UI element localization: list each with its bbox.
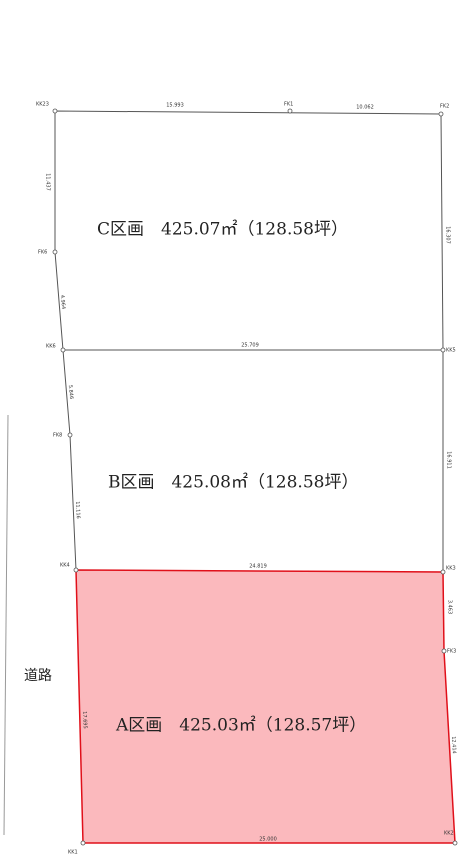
distance: 4.964 — [59, 295, 66, 310]
point-marker — [441, 648, 447, 654]
distance: 11.437 — [45, 173, 51, 191]
point-marker — [80, 840, 86, 846]
parcel-a-area — [75, 569, 456, 844]
distance: 17.695 — [81, 711, 88, 729]
distance: 25.709 — [241, 343, 259, 349]
point-label: FK8 — [53, 433, 62, 439]
parcel-label: A区画 425.03㎡（128.57坪） — [115, 716, 366, 736]
distance: 15.993 — [166, 103, 184, 109]
parcel-label: C区画 425.07㎡（128.58坪） — [97, 220, 348, 240]
point-marker — [438, 111, 444, 117]
point-label: KK2 — [444, 831, 454, 837]
distance: 16.911 — [446, 451, 452, 469]
point-label: KK4 — [60, 563, 70, 569]
point-label: FK1 — [284, 102, 293, 108]
point-marker — [287, 108, 293, 114]
parcel-label: B区画 425.08㎡（128.58坪） — [108, 473, 358, 493]
point-label: FK6 — [38, 250, 47, 256]
distance: 5.846 — [67, 385, 74, 400]
point-marker — [67, 432, 73, 438]
point-marker — [452, 840, 458, 846]
distance: 11.116 — [74, 501, 81, 519]
road-label: 道路 — [24, 668, 52, 684]
point-label: KK5 — [446, 348, 456, 354]
point-marker — [52, 249, 58, 255]
point-label: FK2 — [440, 104, 449, 110]
distance: 25.000 — [259, 837, 277, 843]
distance: 3.463 — [447, 600, 453, 614]
point-marker — [60, 347, 66, 353]
boundary-left — [54, 110, 442, 571]
point-label: KK1 — [68, 850, 78, 856]
point-label: FK3 — [447, 649, 456, 655]
point-marker — [52, 108, 58, 114]
boundary-right — [440, 113, 444, 572]
point-marker — [440, 347, 446, 353]
point-label: KK6 — [46, 344, 56, 350]
distance: 10.062 — [356, 105, 374, 111]
road-edge — [3, 414, 9, 836]
point-marker — [440, 569, 446, 575]
distance: 16.307 — [445, 226, 451, 244]
point-label: KK23 — [36, 102, 49, 108]
point-label: KK3 — [446, 566, 456, 572]
distance: 12.414 — [450, 736, 457, 754]
distance: 24.819 — [249, 564, 267, 570]
point-marker — [73, 567, 79, 573]
